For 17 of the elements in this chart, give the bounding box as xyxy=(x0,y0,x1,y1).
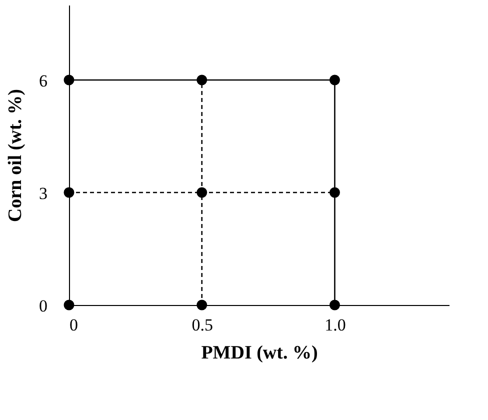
point xyxy=(196,300,208,310)
x-axis-title: PMDI (wt. %) xyxy=(201,342,318,364)
point xyxy=(329,74,340,86)
point xyxy=(196,187,208,198)
point xyxy=(64,187,74,198)
y-axis-title: Corn oil (wt. %) xyxy=(5,89,26,222)
point xyxy=(329,300,340,310)
x-tick-label: 0 xyxy=(70,316,78,334)
point xyxy=(196,74,208,86)
y-tick-label: 6 xyxy=(39,72,48,90)
point xyxy=(329,187,340,198)
x-tick-label: 0.5 xyxy=(192,316,213,334)
point xyxy=(64,74,74,86)
y-tick-label: 0 xyxy=(39,296,48,316)
y-tick-label: 3 xyxy=(39,184,48,203)
point xyxy=(64,300,74,310)
x-tick-label: 1.0 xyxy=(324,316,346,334)
